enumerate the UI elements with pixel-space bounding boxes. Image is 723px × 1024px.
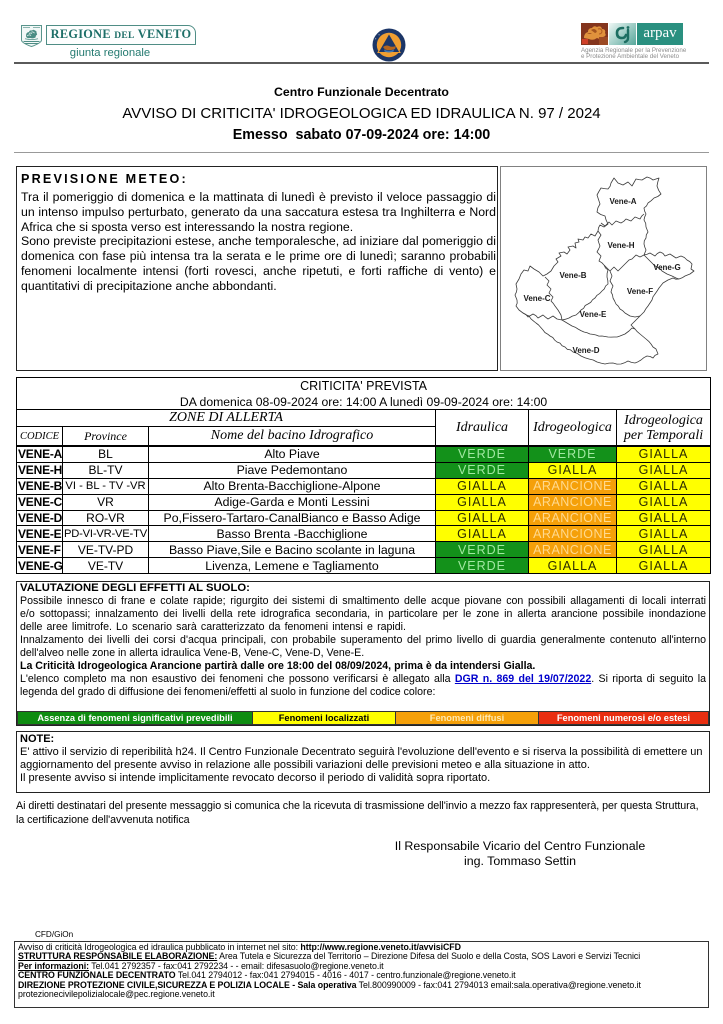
- svg-text:•: •: [378, 33, 381, 37]
- svg-text:Vene-F: Vene-F: [627, 287, 653, 296]
- svg-text:Vene-C: Vene-C: [523, 294, 550, 303]
- svg-text:•: •: [374, 37, 377, 41]
- svg-text:Vene-D: Vene-D: [572, 346, 599, 355]
- svg-text:Vene-E: Vene-E: [580, 310, 607, 319]
- svg-text:Vene-H: Vene-H: [607, 241, 634, 250]
- svg-text:Vene-G: Vene-G: [653, 263, 681, 272]
- svg-text:Vene-B: Vene-B: [559, 271, 586, 280]
- svg-text:Vene-A: Vene-A: [609, 197, 636, 206]
